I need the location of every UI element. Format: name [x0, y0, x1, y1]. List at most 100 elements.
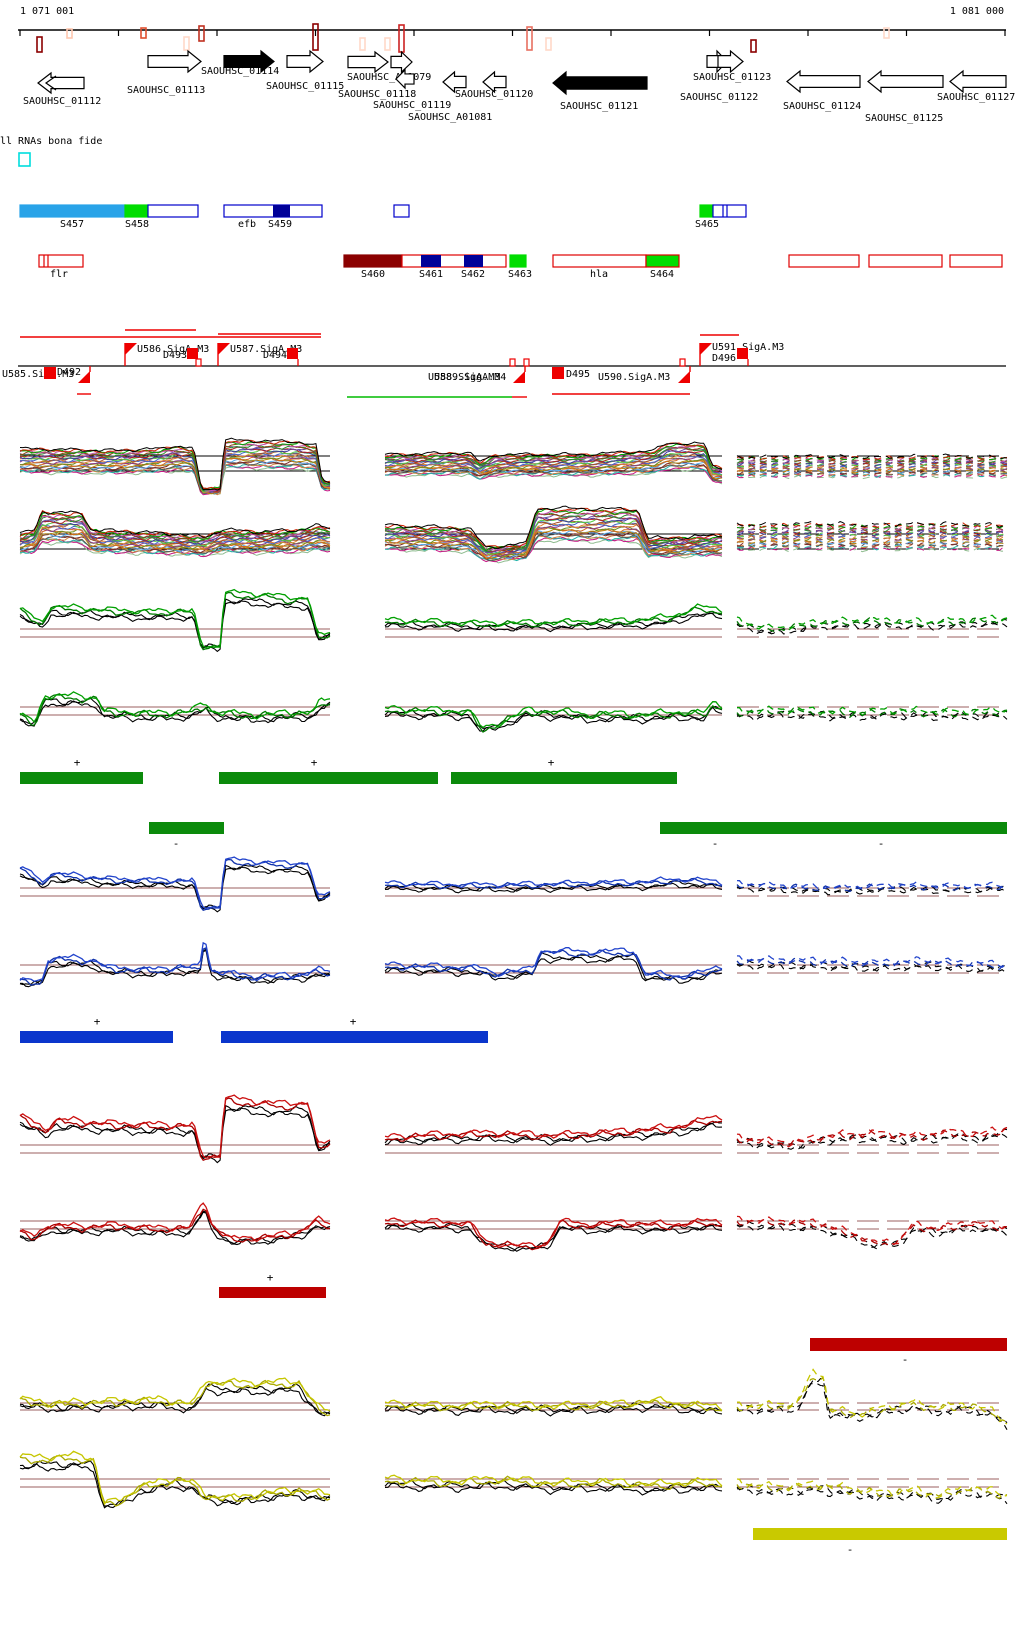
- gene-arrow[interactable]: [37, 71, 85, 95]
- tss-flag-plus[interactable]: [700, 343, 712, 355]
- transcript-bar[interactable]: [810, 1338, 1007, 1351]
- expression-line: [19, 518, 331, 543]
- expression-line: [19, 591, 331, 651]
- gene-label: SAOUHSC_01125: [865, 113, 943, 124]
- gene-arrow[interactable]: [442, 70, 467, 94]
- expression-line: [384, 461, 723, 480]
- tss-flag-minus[interactable]: [78, 371, 90, 383]
- expression-line: [384, 1474, 723, 1487]
- transcript-bar[interactable]: [20, 772, 143, 784]
- expression-line: [384, 877, 723, 890]
- expression-line: [384, 508, 723, 552]
- legend-swatch[interactable]: [18, 152, 31, 167]
- transcript-bar[interactable]: [660, 822, 1007, 834]
- terminator-square-plus[interactable]: [287, 348, 298, 359]
- transcript-bar[interactable]: [451, 772, 677, 784]
- segment-box[interactable]: [19, 204, 126, 218]
- segment-box[interactable]: [147, 204, 199, 218]
- transcript-bar[interactable]: [219, 1287, 326, 1298]
- segment-box[interactable]: [38, 254, 84, 268]
- segment-box[interactable]: [124, 204, 149, 218]
- strand-sign: -: [173, 837, 180, 850]
- expression-line: [19, 1462, 331, 1507]
- tss-flag-plus[interactable]: [125, 343, 137, 355]
- expression-line: [736, 1128, 1008, 1149]
- segment-subregion: [464, 255, 483, 267]
- expression-line: [736, 1481, 1008, 1499]
- expression-line: [19, 856, 331, 910]
- segment-box[interactable]: [868, 254, 943, 268]
- transcript-bar[interactable]: [221, 1031, 488, 1043]
- gene-arrow[interactable]: [223, 49, 275, 74]
- segment-label: S462: [461, 269, 485, 280]
- expression-line: [384, 441, 723, 470]
- expression-line: [20, 531, 331, 552]
- expression-line: [384, 606, 723, 628]
- gene-label: SAOUHSC_A01081: [408, 112, 492, 123]
- segment-label: S457: [60, 219, 84, 230]
- segment-box[interactable]: [401, 254, 507, 268]
- gene-arrow[interactable]: [552, 70, 648, 96]
- segment-box[interactable]: [343, 254, 403, 268]
- gene-arrow[interactable]: [867, 69, 944, 94]
- expression-line: [384, 464, 723, 482]
- segment-box[interactable]: [552, 254, 647, 268]
- gene-arrow[interactable]: [482, 70, 507, 94]
- expression-line: [736, 540, 1008, 547]
- expression-line: [19, 538, 331, 558]
- tss-flag-plus[interactable]: [218, 343, 230, 355]
- gene-arrow[interactable]: [286, 49, 324, 74]
- segment-box[interactable]: [699, 204, 714, 218]
- expression-line: [736, 879, 1008, 891]
- gene-arrow[interactable]: [395, 68, 415, 90]
- segment-box[interactable]: [509, 254, 527, 268]
- gene-arrow[interactable]: [717, 49, 744, 74]
- segment-box[interactable]: [645, 254, 680, 268]
- legend-label: ll RNAs bona fide: [0, 136, 103, 147]
- terminator-square-plus[interactable]: [187, 348, 198, 359]
- transcript-bar[interactable]: [219, 772, 438, 784]
- segment-box[interactable]: [393, 204, 410, 218]
- tss-label: U587.SigA.M3: [230, 344, 302, 355]
- expression-line: [384, 523, 723, 558]
- strand-sign: +: [267, 1271, 274, 1284]
- expression-line: [19, 700, 331, 725]
- gene-label: SAOUHSC_01119: [373, 100, 451, 111]
- expression-line: [736, 544, 1008, 551]
- strand-sign: +: [74, 756, 81, 769]
- expression-line: [384, 876, 723, 889]
- gene-label: SAOUHSC_01113: [127, 85, 205, 96]
- gene-label: SAOUHSC_01122: [680, 92, 758, 103]
- transcript-bar[interactable]: [753, 1528, 1007, 1540]
- segment-box[interactable]: [949, 254, 1003, 268]
- segment-label: S461: [419, 269, 443, 280]
- expression-line: [19, 588, 331, 649]
- tss-label: U590.SigA.M3: [598, 372, 670, 383]
- expression-line: [384, 531, 723, 560]
- segment-box[interactable]: [788, 254, 860, 268]
- transcript-bar[interactable]: [20, 1031, 173, 1043]
- tss-flag-minus[interactable]: [678, 371, 690, 383]
- expression-line: [736, 617, 1008, 633]
- expression-line: [384, 1399, 723, 1412]
- expression-line: [19, 946, 331, 986]
- segment-box[interactable]: [712, 204, 747, 218]
- expression-line: [736, 533, 1008, 541]
- gene-arrow[interactable]: [390, 50, 413, 74]
- expression-line: [19, 524, 331, 548]
- transcript-bar[interactable]: [149, 822, 224, 834]
- segment-label: hla: [590, 269, 608, 280]
- segment-label: flr: [50, 269, 68, 280]
- strand-sign: -: [847, 1543, 854, 1556]
- gene-arrow[interactable]: [147, 49, 202, 74]
- expression-line: [19, 452, 331, 494]
- terminator-square-plus[interactable]: [737, 348, 748, 359]
- gene-arrow[interactable]: [786, 69, 861, 94]
- gene-arrow[interactable]: [949, 69, 1007, 94]
- terminator-square-minus[interactable]: [552, 367, 564, 379]
- terminator-square-minus[interactable]: [44, 367, 56, 379]
- gene-arrow[interactable]: [347, 50, 389, 74]
- tss-flag-minus[interactable]: [513, 371, 525, 383]
- gene-label: SAOUHSC_01127: [937, 92, 1015, 103]
- expression-line: [736, 1486, 1008, 1505]
